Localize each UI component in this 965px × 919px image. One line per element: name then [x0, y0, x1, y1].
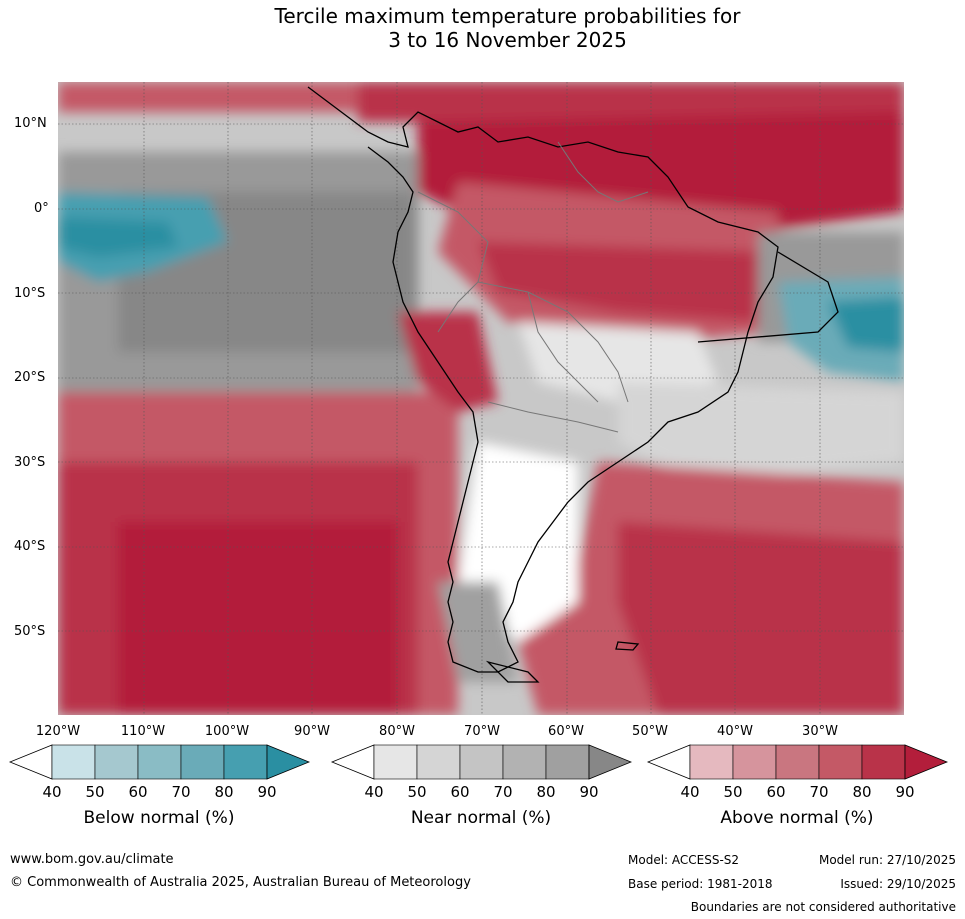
colorbar-segment — [94, 744, 139, 780]
colorbar-segment — [223, 744, 268, 780]
footer-copyright: © Commonwealth of Australia 2025, Austra… — [10, 875, 471, 890]
colorbar-arrow-high — [588, 744, 632, 780]
colorbar-near — [330, 744, 632, 780]
colorbar-segment — [861, 744, 906, 780]
colorbar-arrow-high — [904, 744, 948, 780]
probability-map — [58, 82, 904, 715]
tick-below: 60 — [128, 783, 148, 801]
lat-label: 10°N — [14, 116, 47, 131]
colorbar-segment — [689, 744, 734, 780]
footer-url[interactable]: www.bom.gov.au/climate — [10, 852, 174, 867]
tick-below: 80 — [214, 783, 234, 801]
legend-title-above: Above normal (%) — [720, 808, 874, 828]
colorbar-segment — [137, 744, 182, 780]
lon-label: 100°W — [204, 724, 250, 739]
colorbar-above — [646, 744, 948, 780]
legend-title-near: Near normal (%) — [410, 808, 552, 828]
lat-label: 20°S — [14, 370, 46, 385]
tick-near: 70 — [493, 783, 513, 801]
lon-label: 60°W — [548, 724, 584, 739]
tick-near: 80 — [536, 783, 556, 801]
colorbar-segment — [545, 744, 590, 780]
tick-near: 50 — [407, 783, 427, 801]
lat-label: 0° — [34, 201, 49, 216]
footer-base-period: Base period: 1981-2018 — [628, 877, 773, 891]
lon-label: 30°W — [802, 724, 838, 739]
tick-below: 70 — [171, 783, 191, 801]
footer-disclaimer: Boundaries are not considered authoritat… — [690, 900, 956, 914]
colorbar-segment — [732, 744, 777, 780]
tick-above: 80 — [852, 783, 872, 801]
graticule — [58, 82, 904, 715]
tick-above: 60 — [766, 783, 786, 801]
lon-label: 40°W — [717, 724, 753, 739]
tick-above: 50 — [723, 783, 743, 801]
coastlines — [307, 86, 839, 683]
colorbar-segment — [416, 744, 461, 780]
colorbar-segment — [51, 744, 96, 780]
colorbar-segment — [775, 744, 820, 780]
colorbar-arrow-low — [8, 744, 53, 780]
country-borders — [417, 141, 649, 433]
tick-below: 40 — [42, 783, 62, 801]
tick-below: 50 — [85, 783, 105, 801]
tick-above: 40 — [680, 783, 700, 801]
lon-label: 110°W — [120, 724, 166, 739]
tick-near: 40 — [364, 783, 384, 801]
lon-label: 70°W — [464, 724, 500, 739]
footer-issued: Issued: 29/10/2025 — [840, 877, 956, 891]
colorbar-segment — [459, 744, 504, 780]
field-shading — [58, 82, 904, 715]
tick-near: 60 — [450, 783, 470, 801]
colorbar-below — [8, 744, 310, 780]
footer-model-run: Model run: 27/10/2025 — [818, 853, 956, 867]
lat-label: 50°S — [14, 624, 46, 639]
colorbar-arrow-high — [266, 744, 310, 780]
lat-label: 30°S — [14, 455, 46, 470]
colorbar-arrow-low — [330, 744, 375, 780]
lon-label: 90°W — [294, 724, 330, 739]
lon-label: 80°W — [379, 724, 415, 739]
title-line-2: 3 to 16 November 2025 — [388, 28, 627, 52]
colorbar-segment — [502, 744, 547, 780]
colorbar-arrow-low — [646, 744, 691, 780]
lat-label: 10°S — [14, 286, 46, 301]
map-title: Tercile maximum temperature probabilitie… — [0, 4, 965, 52]
colorbar-segment — [373, 744, 418, 780]
tick-above: 70 — [809, 783, 829, 801]
lon-label: 50°W — [632, 724, 668, 739]
tick-near: 90 — [579, 783, 599, 801]
colorbar-segment — [818, 744, 863, 780]
tick-above: 90 — [895, 783, 915, 801]
lat-label: 40°S — [14, 539, 46, 554]
lon-label: 120°W — [35, 724, 81, 739]
legend-title-below: Below normal (%) — [83, 808, 235, 828]
colorbar-segment — [180, 744, 225, 780]
title-line-1: Tercile maximum temperature probabilitie… — [274, 4, 741, 28]
tick-below: 90 — [257, 783, 277, 801]
footer-model: Model: ACCESS-S2 — [628, 853, 740, 867]
